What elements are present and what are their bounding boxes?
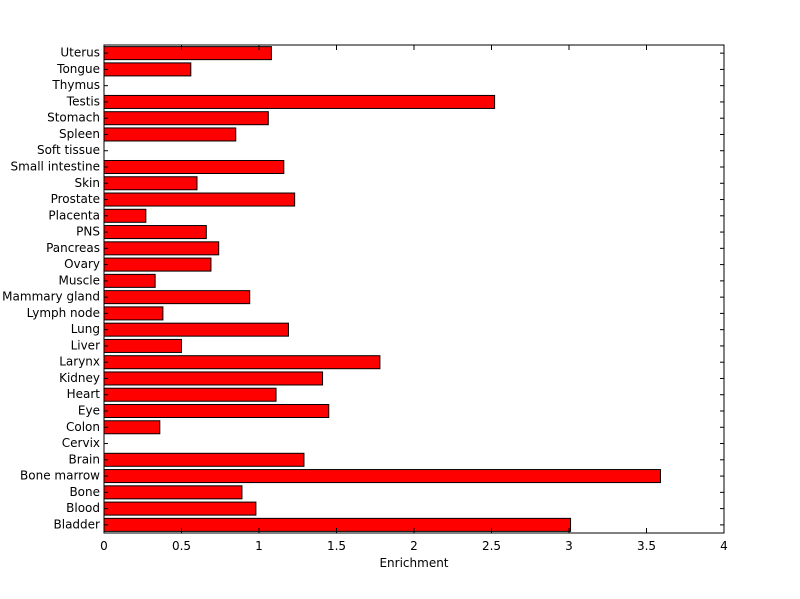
bar-placenta: [103, 208, 147, 223]
x-tick-label: 0: [100, 539, 108, 553]
y-tick-label: Liver: [71, 338, 101, 352]
bar-testis: [103, 94, 496, 109]
y-tick-label: Spleen: [59, 127, 100, 141]
y-tick-label: Uterus: [60, 46, 100, 60]
bar-heart: [103, 387, 277, 402]
y-tick-label: Soft tissue: [37, 143, 100, 157]
bar-bladder: [103, 517, 572, 532]
bar-brain: [103, 452, 305, 467]
bar-lung: [103, 322, 289, 337]
y-tick-label: Bladder: [54, 517, 101, 531]
bar-bone: [103, 485, 243, 500]
y-tick-label: Testis: [66, 94, 100, 108]
y-tick-label: Ovary: [64, 257, 100, 271]
bar-eye: [103, 403, 330, 419]
y-tick-label: Eye: [78, 404, 100, 418]
bar-stomach: [103, 111, 269, 126]
plot-frame: [103, 44, 725, 534]
x-tick-label: 3: [565, 539, 573, 553]
bar-larynx: [103, 355, 381, 370]
y-tick-label: Stomach: [47, 111, 100, 125]
y-tick-label: Colon: [66, 420, 100, 434]
y-tick-label: Bone marrow: [20, 469, 100, 483]
x-tick-label: 2: [410, 539, 418, 553]
y-tick-label: Cervix: [62, 436, 100, 450]
y-tick-label: Blood: [66, 501, 100, 515]
bar-uterus: [103, 46, 272, 61]
y-tick-label: Prostate: [51, 192, 100, 206]
bar-bone-marrow: [103, 469, 661, 484]
y-tick-label: Lymph node: [27, 306, 100, 320]
bar-pancreas: [103, 241, 220, 256]
bar-muscle: [103, 273, 156, 288]
y-tick-label: Muscle: [58, 273, 100, 287]
labels-layer: Bladder Blood Bone Bone marrow Brain Cervix Co…: [2, 46, 728, 553]
y-tick-label: Tongue: [56, 62, 100, 76]
y-tick-label: Bone: [69, 485, 100, 499]
y-tick-label: Heart: [67, 387, 101, 401]
y-tick-label: Placenta: [48, 208, 100, 222]
x-tick-label: 1: [255, 539, 263, 553]
y-tick-label: Kidney: [59, 371, 100, 385]
y-tick-label: Skin: [74, 176, 100, 190]
bar-pns: [103, 225, 207, 240]
y-tick-label: Thymus: [51, 78, 100, 92]
y-tick-label: Small intestine: [11, 160, 100, 174]
y-tick-label: Mammary gland: [2, 290, 100, 304]
bar-skin: [103, 176, 198, 191]
y-tick-label: Brain: [69, 452, 100, 466]
y-tick-label: Lung: [71, 322, 100, 336]
bar-lymph-node: [103, 306, 164, 321]
bar-tongue: [103, 62, 192, 77]
x-tick-label: 0.5: [172, 539, 191, 553]
y-tick-label: PNS: [76, 225, 100, 239]
x-tick-label: 1.5: [327, 539, 346, 553]
x-tick-label: 2.5: [482, 539, 501, 553]
bar-colon: [103, 420, 161, 435]
bar-kidney: [103, 371, 324, 386]
y-tick-label: Pancreas: [46, 241, 100, 255]
bar-blood: [103, 501, 257, 516]
y-tick-label: Larynx: [59, 355, 100, 369]
bar-spleen: [103, 127, 237, 142]
bar-mammary-gland: [103, 290, 251, 305]
x-tick-label: 3.5: [637, 539, 656, 553]
bar-small-intestine: [103, 159, 285, 175]
bar-ovary: [103, 257, 212, 272]
bar-prostate: [103, 192, 296, 207]
x-tick-label: 4: [720, 539, 728, 553]
x-axis-title: Enrichment: [379, 556, 448, 570]
bars-layer: [103, 46, 661, 532]
bar-liver: [103, 338, 182, 353]
